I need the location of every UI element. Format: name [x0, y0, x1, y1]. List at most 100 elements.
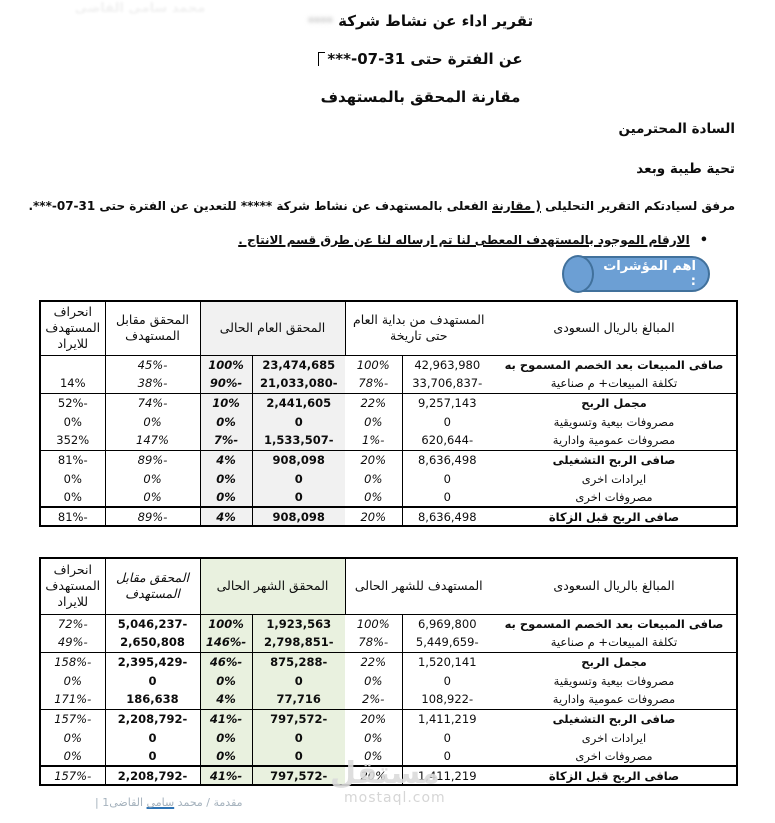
cell-achieved-value: -797,572: [251, 765, 345, 785]
table-row: صافى المبيعات بعد الخصم المسموح به 6,969,…: [39, 614, 737, 633]
mostaql-watermark-domain: mostaql.com: [344, 790, 446, 806]
cell-achieved-percent: 0%: [199, 488, 252, 507]
cell-achieved-vs-target: 147%: [104, 431, 200, 450]
cell-revenue-deviation: -157%: [39, 708, 105, 728]
cell-revenue-deviation: 14%: [39, 374, 105, 393]
cell-target-percent: 20%: [345, 708, 402, 728]
cell-achieved-value: 0: [251, 747, 345, 766]
cell-revenue-deviation: -157%: [39, 765, 105, 785]
cell-target-percent: 100%: [356, 616, 390, 631]
cell-account-label: مجمل الربح: [492, 392, 737, 412]
cell-target-value: -5,449,659: [401, 633, 492, 652]
footer-author-link[interactable]: سامى: [146, 796, 175, 809]
column-header-achieved-vs-target: المحقق مقابل المستهدف: [104, 558, 200, 615]
bullet-marker: •: [699, 233, 708, 248]
cell-target-percent: 0%: [364, 749, 383, 763]
cell-target-value: 0: [401, 412, 492, 431]
cell-account-label: صافى الربح قبل الزكاة: [492, 506, 737, 526]
cell-achieved-value: -1,533,507: [251, 431, 345, 450]
cell-achieved-vs-target: 186,638: [104, 690, 200, 709]
cell-achieved-vs-target: 0: [104, 671, 200, 690]
column-header-achieved-ytd: المحقق العام الحالى: [199, 301, 345, 356]
cell-target-percent: 20%: [345, 765, 402, 785]
cell-target-value: -33,706,837: [401, 374, 492, 393]
cell-account-label: مصروفات بيعية وتسويقية: [553, 414, 675, 429]
cell-revenue-deviation: -81%: [39, 449, 105, 469]
column-header-revenue-deviation: انحراف المستهدف للايراد: [39, 558, 105, 615]
report-period-text: عن الفترة حتى 31-07-***: [327, 50, 523, 68]
table-row: مصروفات اخرى 0 0% 0 0% 0% 0%: [39, 488, 737, 507]
cell-achieved-percent: -46%: [199, 651, 252, 671]
cell-achieved-percent: 0%: [199, 747, 252, 766]
cell-target-percent: 0%: [364, 471, 383, 486]
table-row: صافى المبيعات بعد الخصم المسموح به 42,963…: [39, 355, 737, 374]
cell-achieved-vs-target: -2,208,792: [104, 765, 200, 785]
cell-achieved-percent: 0%: [199, 728, 252, 747]
cell-revenue-deviation: 0%: [39, 488, 105, 507]
cell-achieved-vs-target: -45%: [104, 355, 200, 374]
greeting-salutation: تحية طيبة وبعد: [636, 161, 735, 177]
cell-achieved-percent: -146%: [199, 633, 252, 652]
cell-target-value: 0: [401, 747, 492, 766]
cell-account-label: مجمل الربح: [492, 651, 737, 671]
cell-revenue-deviation: 0%: [39, 412, 105, 431]
cell-account-label: ايرادات اخرى: [581, 730, 647, 745]
report-title-line1: تقرير اداء عن نشاط شركة ****: [33, 12, 775, 30]
cell-achieved-vs-target: 0%: [104, 488, 200, 507]
cell-achieved-value: 0: [251, 728, 345, 747]
cell-target-percent: 0%: [364, 490, 383, 504]
table-row: مجمل الربح 1,520,141 22% -875,288 -46% -2,395…: [39, 651, 737, 671]
table-header-row: المبالغ بالريال السعودى المستهدف للشهر ا…: [39, 558, 737, 615]
cell-achieved-value: -21,033,080: [251, 374, 345, 393]
cell-revenue-deviation: [39, 355, 105, 374]
cell-target-percent: 20%: [345, 449, 402, 469]
cell-account-label: ايرادات اخرى: [581, 471, 647, 486]
column-header-achieved-vs-target: المحقق مقابل المستهدف: [104, 301, 200, 356]
table-row: مجمل الربح 9,257,143 22% 2,441,605 10% -74% -5…: [39, 392, 737, 412]
cell-achieved-value: -797,572: [251, 708, 345, 728]
cell-revenue-deviation: 0%: [39, 469, 105, 488]
cell-target-value: 8,636,498: [401, 449, 492, 469]
cell-achieved-vs-target: 0%: [104, 412, 200, 431]
cell-achieved-percent: 0%: [199, 469, 252, 488]
cursor-artifact: [318, 52, 326, 66]
cell-achieved-vs-target: -2,208,792: [104, 708, 200, 728]
cell-achieved-value: -875,288: [251, 651, 345, 671]
cell-account-label: مصروفات عمومية وادارية: [552, 692, 676, 707]
cell-achieved-value: 0: [251, 469, 345, 488]
cell-account-label: مصروفات بيعية وتسويقية: [553, 673, 675, 688]
cell-revenue-deviation: -171%: [39, 690, 105, 709]
cell-revenue-deviation: 0%: [39, 671, 105, 690]
table-row: صافى الربح التشغيلى 8,636,498 20% 908,098 4%…: [39, 449, 737, 469]
table-row: صافى الربح قبل الزكاة 8,636,498 20% 908,098…: [39, 506, 737, 526]
cell-target-percent: 0%: [364, 730, 383, 745]
table-row: صافى الربح قبل الزكاة 1,411,219 20% -797,57…: [39, 765, 737, 785]
cell-achieved-percent: 4%: [199, 690, 252, 709]
cell-achieved-value: -2,798,851: [251, 633, 345, 652]
yearly-comparison-table: المبالغ بالريال السعودى المستهدف من بداي…: [39, 300, 738, 527]
cell-account-label: صافى الربح التشغيلى: [492, 708, 737, 728]
intro-text-post: الفعلى بالمستهدف عن نشاط شركة ***** للتع…: [28, 199, 493, 213]
cell-target-value: 1,411,219: [401, 708, 492, 728]
cell-account-label: صافى المبيعات بعد الخصم المسموح به: [504, 357, 724, 372]
cell-achieved-vs-target: -38%: [104, 374, 200, 393]
redacted-company-name: ****: [307, 15, 333, 29]
cell-revenue-deviation: 352%: [39, 431, 105, 450]
cell-achieved-value: 908,098: [251, 506, 345, 526]
cell-target-value: 0: [401, 671, 492, 690]
key-indicators-badge: اهم المؤشرات :: [562, 255, 710, 293]
cell-revenue-deviation: -52%: [39, 392, 105, 412]
cell-target-value: 1,411,219: [401, 765, 492, 785]
cell-achieved-percent: 0%: [199, 412, 252, 431]
cell-target-value: 0: [401, 728, 492, 747]
cell-target-value: 1,520,141: [401, 651, 492, 671]
cell-achieved-percent: -7%: [199, 431, 252, 450]
column-header-amounts-sar: المبالغ بالريال السعودى: [492, 301, 737, 356]
cell-achieved-value: 2,441,605: [251, 392, 345, 412]
cell-account-label: تكلفة المبيعات+ م صناعية: [550, 376, 678, 391]
cell-achieved-value: 0: [251, 412, 345, 431]
bullet-note: • الارقام الموجود بالمستهدف المعطى لنا تم…: [238, 233, 708, 248]
badge-cap-shape: [562, 255, 594, 293]
cell-achieved-value: 23,474,685: [251, 355, 345, 374]
